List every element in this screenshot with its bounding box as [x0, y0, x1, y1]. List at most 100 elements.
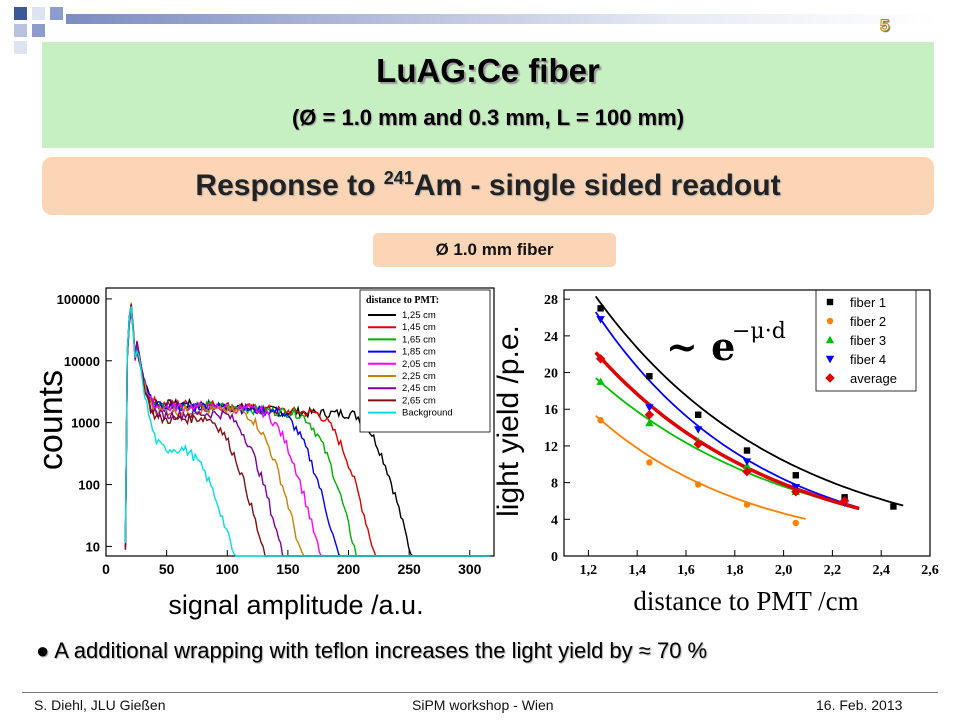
spectra-legend-title: distance to PMT:: [366, 295, 439, 306]
light-yield-y-tick-label: 20: [544, 367, 558, 382]
spectra-legend-label: 2,65 cm: [402, 395, 436, 406]
light-yield-legend-marker: [826, 317, 834, 325]
spectra-legend-box: [359, 289, 491, 433]
slide-number: 5: [879, 16, 890, 36]
spectra-legend-label: 2,05 cm: [402, 359, 436, 370]
section-heading-post: Am - single sided readout: [413, 169, 781, 202]
light-yield-point: [839, 496, 850, 506]
spectra-x-tick-label: 100: [216, 561, 240, 577]
light-yield-x-tick-label: 1,8: [726, 563, 744, 578]
light-yield-y-tick-label: 28: [544, 293, 558, 308]
light-yield-point: [597, 417, 604, 424]
light-yield-legend-marker: [825, 335, 835, 344]
spectra-y-label: counts: [32, 370, 70, 470]
light-yield-legend-marker: [825, 355, 835, 364]
spectra-x-label: signal amplitude /a.u.: [168, 590, 423, 620]
light-yield-point: [694, 426, 703, 434]
light-yield-x-tick-label: 2,0: [775, 563, 793, 578]
light-yield-legend-label: fiber 3: [850, 333, 886, 348]
slide-subtitle: (Ø = 1.0 mm and 0.3 mm, L = 100 mm): [291, 105, 685, 130]
light-yield-legend-marker: [825, 373, 835, 383]
light-yield-point: [742, 466, 752, 477]
spectra-legend-label: 1,65 cm: [402, 334, 436, 345]
bullet-dot-icon: ●: [36, 638, 50, 663]
light-yield-x-tick-label: 1,4: [628, 563, 646, 578]
light-yield-point: [743, 447, 751, 454]
spectra-x-tick-label: 0: [102, 561, 110, 577]
light-yield-legend-box: [815, 289, 917, 392]
spectra-x-tick-label: 50: [159, 561, 175, 577]
title-box: LuAG:Ce fiber (Ø = 1.0 mm and 0.3 mm, L …: [42, 42, 934, 148]
footer-event: SiPM workshop - Wien: [412, 697, 554, 713]
corner-square-1: [14, 7, 27, 20]
spectra-y-tick-label: 10000: [64, 354, 100, 369]
light-yield-point: [792, 519, 799, 527]
light-yield-point: [742, 458, 752, 466]
spectra-legend-label: 2,25 cm: [402, 371, 436, 382]
spectra-legend-label: 1,85 cm: [402, 347, 436, 358]
light-yield-y-tick-label: 4: [551, 513, 558, 528]
corner-square-2: [32, 7, 45, 20]
footer-author: S. Diehl, JLU Gießen: [34, 697, 166, 713]
spectra-legend-label: 1,45 cm: [402, 322, 436, 333]
spectra-y-tick-label: 100000: [57, 292, 100, 307]
light-yield-y-tick-label: 8: [551, 477, 558, 492]
header-gradient-bar: [66, 14, 938, 24]
light-yield-point: [792, 472, 799, 479]
light-yield-point: [646, 373, 653, 380]
light-yield-x-tick-label: 2,4: [872, 563, 890, 578]
light-yield-point: [596, 316, 605, 324]
spectra-y-tick-label: 1000: [71, 416, 100, 431]
footer-divider: [22, 692, 938, 693]
spectra-legend-label: 2,45 cm: [402, 383, 436, 394]
corner-square-4: [32, 24, 45, 37]
spectra-x-tick-label: 300: [458, 561, 482, 577]
spectra-legend-label: Background: [402, 408, 453, 419]
exp-annotation-exponent: −μ·d: [732, 319, 786, 344]
spectra-legend-label: 1,25 cm: [402, 310, 436, 321]
slide-title: LuAG:Ce fiber: [376, 52, 600, 89]
light-yield-x-label: distance to PMT /cm: [633, 586, 858, 616]
light-yield-point: [645, 404, 654, 412]
footer-date: 16. Feb. 2013: [816, 697, 903, 713]
light-yield-fit-curve: [594, 295, 904, 507]
light-yield-point: [743, 501, 751, 508]
exp-annotation-text: ~ e: [666, 324, 735, 369]
bullet-point: ● A additional wrapping with teflon incr…: [36, 638, 707, 664]
spectra-y-tick-label: 10: [86, 539, 100, 554]
light-yield-legend-marker: [826, 298, 834, 306]
exp-annotation: ~ e −μ·d: [666, 319, 786, 369]
light-yield-point: [695, 411, 702, 418]
light-yield-y-tick-label: 16: [544, 403, 558, 418]
light-yield-x-tick-label: 2,6: [921, 563, 939, 578]
corner-square-3: [14, 24, 27, 37]
spectra-x-tick-label: 250: [397, 561, 421, 577]
light-yield-y-tick-label: 12: [544, 440, 558, 455]
spectra-chart: 0 50 100 150 200 250 300 100000 10000 1000 100 10 d…: [32, 287, 495, 620]
light-yield-chart: 1,2 1,4 1,6 1,8 2,0 2,2 2,4 2,6 0 4 8 12 16 20 24 28 fi…: [492, 289, 939, 616]
light-yield-point: [695, 481, 702, 488]
corner-square-6: [50, 7, 63, 20]
light-yield-fit-curve: [594, 311, 860, 509]
spectra-x-tick-label: 150: [276, 561, 300, 577]
light-yield-legend-label: fiber 4: [850, 352, 886, 367]
light-yield-point: [644, 410, 655, 420]
spectra-x-tick-label: 200: [337, 561, 361, 577]
light-yield-point: [645, 418, 654, 427]
light-yield-x-tick-label: 2,2: [824, 563, 842, 578]
spectra-y-tick-label: 100: [78, 478, 100, 493]
light-yield-x-tick-label: 1,2: [580, 563, 598, 578]
section-heading: Response to 241Am - single sided readout: [42, 157, 934, 215]
light-yield-legend-label: fiber 1: [850, 295, 886, 310]
bullet-text: A additional wrapping with teflon increa…: [54, 638, 708, 663]
light-yield-legend-label: average: [850, 371, 897, 386]
light-yield-y-tick-label: 24: [544, 330, 558, 345]
light-yield-point: [646, 459, 653, 466]
fiber-tag: Ø 1.0 mm fiber: [373, 233, 616, 267]
light-yield-point: [890, 503, 897, 510]
light-yield-legend-label: fiber 2: [850, 314, 886, 329]
light-yield-point: [597, 305, 604, 312]
section-heading-pre: Response to: [195, 169, 384, 202]
light-yield-y-tick-label: 0: [551, 550, 558, 565]
light-yield-y-label: light yield /p.e.: [492, 325, 525, 517]
